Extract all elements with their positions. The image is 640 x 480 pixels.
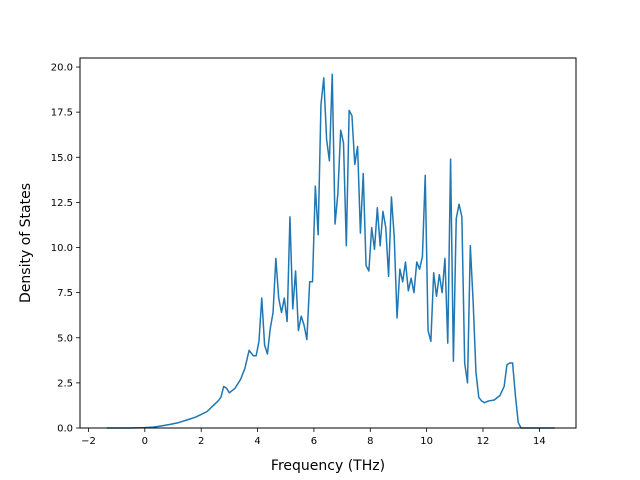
x-tick-label: 2 [198, 436, 204, 447]
x-tick-label: 12 [477, 436, 490, 447]
y-tick-label: 7.5 [57, 288, 73, 299]
x-tick-label: −2 [81, 436, 96, 447]
y-tick-label: 20.0 [51, 63, 73, 74]
y-axis: 0.0 2.5 5.0 7.5 10.0 12.5 15.0 17.5 20.0 [51, 63, 80, 435]
y-axis-label: Density of States [18, 183, 34, 303]
x-tick-label: 4 [254, 436, 260, 447]
x-axis-label: Frequency (THz) [271, 458, 385, 474]
y-tick-label: 2.5 [57, 378, 73, 389]
y-tick-label: 5.0 [57, 333, 73, 344]
plot-area-frame [79, 57, 577, 429]
x-axis: −2 0 2 4 6 8 10 12 14 [81, 428, 546, 447]
y-tick-label: 10.0 [51, 243, 73, 254]
x-tick-label: 14 [533, 436, 546, 447]
x-tick-label: 8 [367, 436, 373, 447]
plot-layer [106, 73, 555, 429]
y-tick-label: 12.5 [51, 198, 73, 209]
y-tick-label: 15.0 [51, 153, 73, 164]
y-tick-label: 17.5 [51, 108, 73, 119]
x-tick-label: 0 [142, 436, 148, 447]
y-tick-label: 0.0 [57, 424, 73, 435]
x-tick-label: 6 [311, 436, 317, 447]
series-line-0 [106, 73, 555, 429]
x-tick-label: 10 [420, 436, 433, 447]
